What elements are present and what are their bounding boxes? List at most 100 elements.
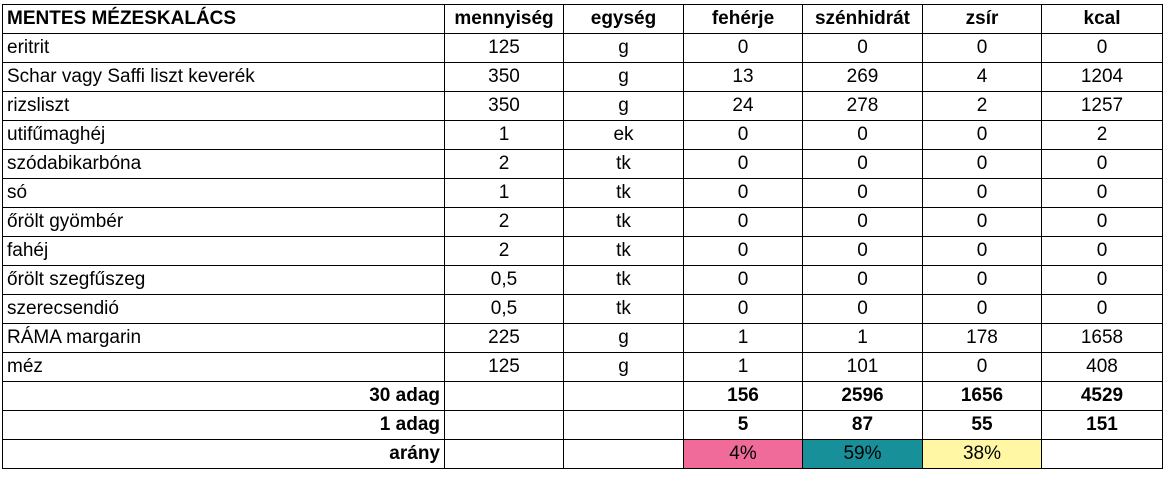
totals-protein: 156	[683, 381, 803, 411]
ingredient-row: rizsliszt 350 g 24 278 2 1257	[2, 91, 1163, 121]
ingredient-kcal: 0	[1041, 149, 1163, 179]
ingredient-kcal: 0	[1041, 207, 1163, 237]
ingredient-unit: tk	[563, 149, 684, 179]
ratio-row: arány 4% 59% 38%	[2, 439, 1163, 469]
empty-cell	[444, 381, 564, 411]
ingredient-name: fahéj	[2, 236, 445, 266]
per-serving-carb: 87	[802, 410, 923, 440]
ingredient-unit: g	[563, 33, 684, 63]
ingredient-quantity: 2	[444, 207, 564, 237]
ingredient-carb: 1	[802, 323, 923, 353]
ingredient-protein: 13	[683, 62, 803, 92]
ingredient-carb: 101	[802, 352, 923, 382]
ingredient-row: fahéj 2 tk 0 0 0 0	[2, 236, 1163, 266]
ingredient-row: eritrit 125 g 0 0 0 0	[2, 33, 1163, 63]
ingredient-row: só 1 tk 0 0 0 0	[2, 178, 1163, 208]
ingredient-unit: tk	[563, 265, 684, 295]
per-serving-kcal: 151	[1041, 410, 1163, 440]
ingredient-protein: 0	[683, 178, 803, 208]
ingredient-fat: 0	[922, 352, 1042, 382]
ingredient-fat: 0	[922, 33, 1042, 63]
ingredient-fat: 0	[922, 265, 1042, 295]
ingredient-row: szerecsendió 0,5 tk 0 0 0 0	[2, 294, 1163, 324]
ingredient-fat: 0	[922, 207, 1042, 237]
ratio-fat: 38%	[922, 439, 1042, 469]
ingredient-protein: 1	[683, 352, 803, 382]
ingredient-quantity: 125	[444, 33, 564, 63]
ingredient-kcal: 1257	[1041, 91, 1163, 121]
ingredient-protein: 0	[683, 33, 803, 63]
ingredient-kcal: 0	[1041, 178, 1163, 208]
ingredient-unit: ek	[563, 120, 684, 150]
ingredient-row: őrölt szegfűszeg 0,5 tk 0 0 0 0	[2, 265, 1163, 295]
ingredient-carb: 278	[802, 91, 923, 121]
ingredient-quantity: 2	[444, 236, 564, 266]
ingredient-protein: 0	[683, 236, 803, 266]
ingredient-carb: 0	[802, 236, 923, 266]
ingredient-protein: 0	[683, 149, 803, 179]
ingredient-kcal: 0	[1041, 265, 1163, 295]
ingredient-unit: g	[563, 62, 684, 92]
ingredient-row: őrölt gyömbér 2 tk 0 0 0 0	[2, 207, 1163, 237]
ingredient-unit: tk	[563, 207, 684, 237]
ingredient-fat: 2	[922, 91, 1042, 121]
ingredient-fat: 0	[922, 120, 1042, 150]
col-header-protein: fehérje	[683, 4, 803, 34]
ingredient-row: méz 125 g 1 101 0 408	[2, 352, 1163, 382]
ingredient-name: rizsliszt	[2, 91, 445, 121]
per-serving-protein: 5	[683, 410, 803, 440]
ingredient-kcal: 1658	[1041, 323, 1163, 353]
ingredient-protein: 0	[683, 120, 803, 150]
ingredient-protein: 1	[683, 323, 803, 353]
ingredient-carb: 0	[802, 33, 923, 63]
col-header-unit: egység	[563, 4, 684, 34]
ratio-protein: 4%	[683, 439, 803, 469]
ingredient-row: Schar vagy Saffi liszt keverék 350 g 13 269 4…	[2, 62, 1163, 92]
ingredient-name: RÁMA margarin	[2, 323, 445, 353]
ingredient-carb: 0	[802, 149, 923, 179]
ingredient-unit: g	[563, 323, 684, 353]
ratio-label: arány	[2, 439, 445, 469]
totals-carb: 2596	[802, 381, 923, 411]
ingredient-quantity: 1	[444, 120, 564, 150]
ingredient-fat: 0	[922, 294, 1042, 324]
ingredient-fat: 0	[922, 236, 1042, 266]
ingredient-unit: tk	[563, 294, 684, 324]
empty-cell	[563, 410, 684, 440]
ingredient-unit: tk	[563, 236, 684, 266]
header-row: MENTES MÉZESKALÁCS mennyiség egység fehé…	[2, 4, 1163, 34]
col-header-quantity: mennyiség	[444, 4, 564, 34]
empty-cell	[563, 381, 684, 411]
ingredient-name: őrölt szegfűszeg	[2, 265, 445, 295]
ingredient-kcal: 2	[1041, 120, 1163, 150]
ingredient-name: só	[2, 178, 445, 208]
ingredient-fat: 0	[922, 149, 1042, 179]
ingredient-unit: tk	[563, 178, 684, 208]
ingredient-protein: 0	[683, 207, 803, 237]
empty-cell	[563, 439, 684, 469]
ingredient-protein: 0	[683, 294, 803, 324]
ingredient-name: eritrit	[2, 33, 445, 63]
ingredient-name: szerecsendió	[2, 294, 445, 324]
ingredient-quantity: 1	[444, 178, 564, 208]
ingredient-row: RÁMA margarin 225 g 1 1 178 1658	[2, 323, 1163, 353]
empty-cell	[444, 439, 564, 469]
ingredient-unit: g	[563, 91, 684, 121]
ingredient-protein: 24	[683, 91, 803, 121]
ingredient-kcal: 1204	[1041, 62, 1163, 92]
ingredient-quantity: 350	[444, 91, 564, 121]
ingredient-name: szódabikarbóna	[2, 149, 445, 179]
col-header-fat: zsír	[922, 4, 1042, 34]
ingredient-protein: 0	[683, 265, 803, 295]
col-header-carb: szénhidrát	[802, 4, 923, 34]
ingredient-kcal: 0	[1041, 294, 1163, 324]
totals-fat: 1656	[922, 381, 1042, 411]
ratio-carb: 59%	[802, 439, 923, 469]
ingredient-name: utifűmaghéj	[2, 120, 445, 150]
ingredient-carb: 0	[802, 178, 923, 208]
ingredient-kcal: 0	[1041, 236, 1163, 266]
ingredient-name: Schar vagy Saffi liszt keverék	[2, 62, 445, 92]
ingredient-quantity: 0,5	[444, 294, 564, 324]
ingredient-row: szódabikarbóna 2 tk 0 0 0 0	[2, 149, 1163, 179]
ingredient-carb: 0	[802, 207, 923, 237]
